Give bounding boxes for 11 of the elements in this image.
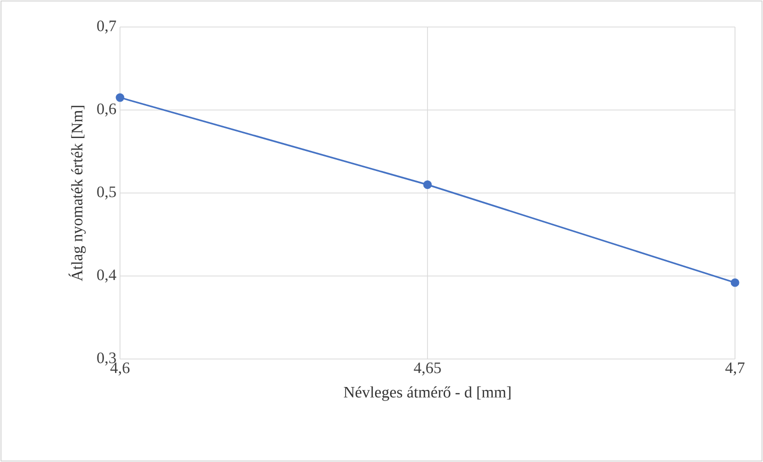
x-tick-label: 4,65 <box>414 362 441 376</box>
x-axis-title: Névleges átmérő - d [mm] <box>344 386 510 401</box>
y-tick-label: 0,5 <box>97 186 116 200</box>
y-axis-title: Átlag nyomaték érték [Nm] <box>68 106 86 282</box>
y-tick-label: 0,7 <box>97 20 116 34</box>
y-tick-label: 0,6 <box>97 103 116 117</box>
point <box>423 180 432 189</box>
x-tick-label: 4,7 <box>725 362 745 376</box>
point <box>116 93 124 102</box>
y-tick-label: 0,4 <box>97 269 116 283</box>
point <box>730 278 740 287</box>
